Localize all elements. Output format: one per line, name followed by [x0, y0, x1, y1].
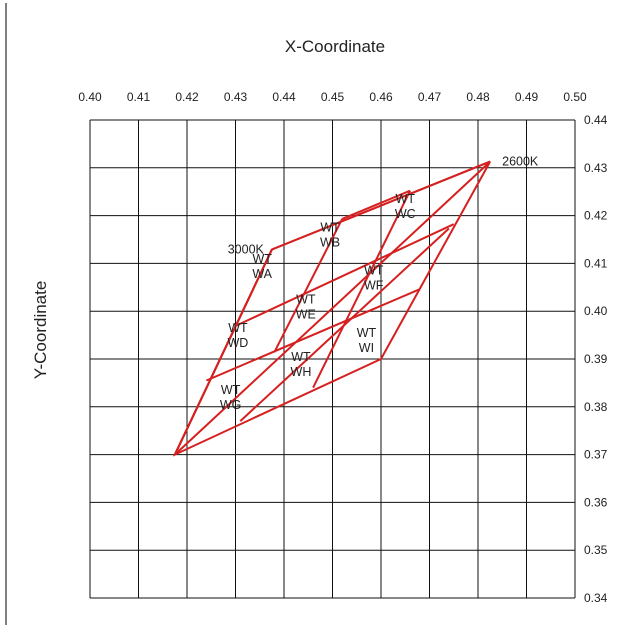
cct-label: 3000K: [228, 243, 265, 257]
bin-label: WB: [320, 236, 340, 250]
bin-label: WG: [220, 398, 242, 412]
y-tick-label: 0.39: [584, 352, 608, 366]
bin-boundary-line: [235, 223, 455, 327]
bin-label: WD: [228, 336, 249, 350]
y-axis-label: Y-Coordinate: [31, 281, 50, 380]
y-tick-label: 0.44: [584, 113, 608, 127]
x-tick-label: 0.40: [78, 90, 102, 104]
x-tick-label: 0.50: [563, 90, 587, 104]
bin-label: WH: [291, 365, 312, 379]
y-tick-label: 0.42: [584, 209, 608, 223]
bin-label: WA: [252, 267, 272, 281]
bin-label: WT: [291, 350, 311, 364]
bin-label: WT: [364, 264, 384, 278]
x-tick-label: 0.46: [369, 90, 393, 104]
bin-label: WT: [320, 221, 340, 235]
bin-boundary-line: [312, 190, 411, 389]
y-tick-label: 0.37: [584, 448, 608, 462]
bin-label: WF: [364, 279, 384, 293]
x-tick-labels: 0.40 0.41 0.42 0.43 0.44 0.45 0.46 0.47 0.48 0.49…: [78, 90, 587, 104]
y-tick-label: 0.38: [584, 400, 608, 414]
bin-label: WT: [396, 192, 416, 206]
chart-title: X-Coordinate: [285, 37, 385, 56]
cct-label: 2600K: [502, 155, 539, 169]
x-tick-label: 0.44: [272, 90, 296, 104]
y-tick-label: 0.34: [584, 591, 608, 605]
bin-label: WE: [296, 307, 316, 321]
y-tick-label: 0.35: [584, 543, 608, 557]
bin-boundary-line: [341, 189, 411, 220]
bin-boundary-line: [172, 161, 491, 457]
bin-boundary-line: [273, 218, 344, 353]
bin-label: WT: [296, 292, 316, 306]
bin-lines: [172, 160, 491, 457]
x-tick-label: 0.48: [466, 90, 490, 104]
bin-label: WI: [359, 341, 374, 355]
x-tick-label: 0.45: [321, 90, 345, 104]
bin-label: WC: [395, 207, 416, 221]
grid: [89, 119, 576, 599]
x-tick-label: 0.43: [224, 90, 248, 104]
x-tick-label: 0.47: [418, 90, 442, 104]
bin-label: WT: [357, 326, 377, 340]
y-tick-label: 0.43: [584, 161, 608, 175]
y-tick-labels: 0.44 0.43 0.42 0.41 0.40 0.39 0.38 0.37 0.36 0.35…: [584, 113, 608, 605]
bin-label: WT: [228, 321, 248, 335]
y-tick-label: 0.41: [584, 256, 608, 270]
y-tick-label: 0.36: [584, 495, 608, 509]
x-tick-label: 0.41: [127, 90, 151, 104]
x-tick-label: 0.42: [175, 90, 199, 104]
bin-label: WT: [252, 252, 272, 266]
bin-boundary-line: [206, 288, 421, 382]
cct-labels: 2600K 3000K: [228, 155, 539, 257]
x-tick-label: 0.49: [515, 90, 539, 104]
y-tick-label: 0.40: [584, 304, 608, 318]
bin-label: WT: [221, 383, 241, 397]
